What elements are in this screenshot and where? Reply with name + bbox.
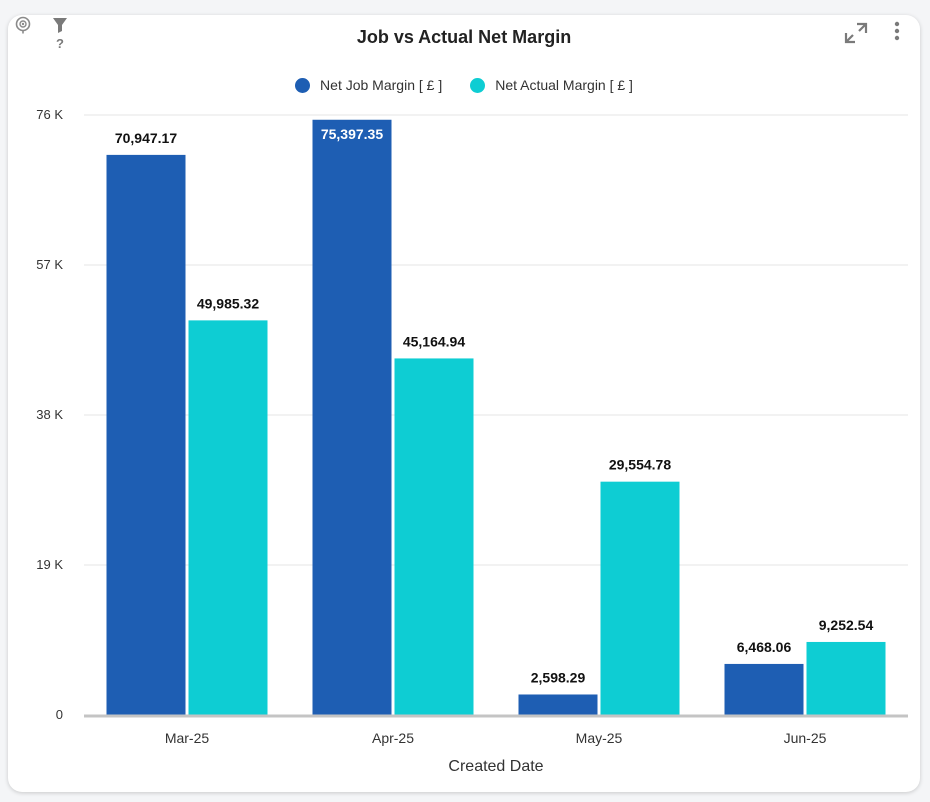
y-tick-label: 0 [56,707,63,722]
data-label: 6,468.06 [737,639,792,655]
data-label: 9,252.54 [819,617,874,633]
x-tick-label: Apr-25 [372,730,414,746]
bar[interactable] [106,154,186,716]
chart-legend: Net Job Margin [ £ ] Net Actual Margin [… [8,77,920,93]
x-tick-label: Jun-25 [784,730,827,746]
legend-item-net-job-margin[interactable]: Net Job Margin [ £ ] [295,77,442,93]
y-tick-label: 76 K [36,107,63,122]
bar[interactable] [394,358,474,715]
legend-label-net-job-margin: Net Job Margin [ £ ] [320,77,443,93]
y-tick-label: 57 K [36,257,63,272]
y-tick-label: 38 K [36,407,63,422]
bar[interactable] [724,663,804,715]
x-tick-label: Mar-25 [165,730,210,746]
bar[interactable] [806,641,886,715]
bar[interactable] [312,119,392,716]
data-label: 70,947.17 [115,130,177,146]
svg-text:?: ? [56,36,64,51]
bar[interactable] [188,320,268,715]
y-tick-label: 19 K [36,557,63,572]
legend-item-net-actual-margin[interactable]: Net Actual Margin [ £ ] [470,77,633,93]
data-label: 2,598.29 [531,669,586,685]
data-label: 29,554.78 [609,457,671,473]
legend-swatch-net-actual-margin [470,77,486,93]
legend-swatch-net-job-margin [295,77,311,93]
legend-label-net-actual-margin: Net Actual Margin [ £ ] [495,77,633,93]
filter-help-icon[interactable]: ? [52,17,68,51]
data-label: 45,164.94 [403,333,465,349]
x-tick-label: May-25 [576,730,623,746]
x-axis-title: Created Date [448,758,543,775]
data-label: 49,985.32 [197,295,259,311]
more-vertical-icon[interactable] [892,21,902,43]
location-pin-icon[interactable] [14,16,32,34]
expand-icon[interactable] [844,22,868,44]
bar[interactable] [518,694,598,715]
chart-title: Job vs Actual Net Margin [356,27,572,47]
bar[interactable] [600,481,680,715]
data-label: 75,397.35 [321,126,383,142]
